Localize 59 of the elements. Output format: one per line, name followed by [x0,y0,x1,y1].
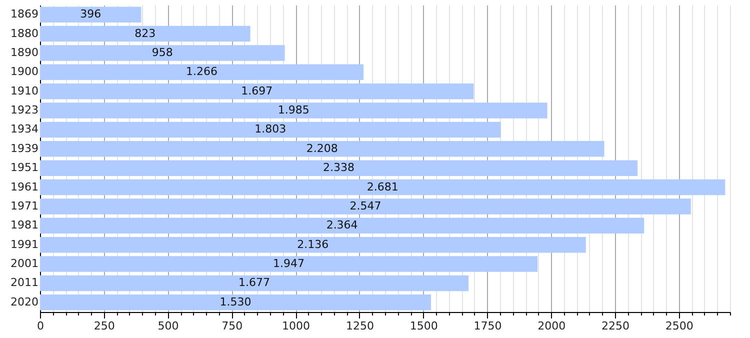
bar [40,198,691,214]
y-tick-label: 1934 [10,122,38,136]
data-label: 1.266 [186,65,218,78]
y-tick-label: 1890 [10,46,38,59]
data-label: 2.136 [297,238,329,251]
data-label: 1.697 [241,84,273,98]
y-tick-label: 1880 [10,26,38,40]
x-tick-label: 1750 [474,320,502,332]
x-tick-label: 250 [94,320,115,332]
bar [40,45,285,61]
bar [40,6,142,22]
y-tick-label: 1951 [10,161,38,174]
y-tick-label: 1991 [10,238,38,251]
data-label: 396 [80,8,102,21]
y-tick-label: 1869 [10,8,38,21]
bar [40,160,638,176]
bar [40,256,538,272]
y-tick-label: 2001 [10,257,38,270]
data-label: 958 [152,46,173,59]
bar [40,122,501,138]
y-tick-label: 2020 [10,295,38,308]
bar [40,218,644,234]
y-tick-label: 1961 [10,180,38,194]
bar [40,83,474,100]
x-tick-label: 2000 [538,320,566,332]
x-tick-label: 750 [222,320,243,332]
data-label: 2.208 [306,142,338,155]
data-label: 823 [134,26,156,40]
bar [40,179,726,196]
data-label: 1.530 [220,295,252,308]
bar [40,26,250,42]
bar [40,141,604,157]
x-tick-label: 1000 [282,320,310,332]
data-label: 2.681 [366,180,398,194]
y-tick-label: 1981 [10,218,38,232]
data-label: 1.985 [278,104,310,117]
x-tick-label: 2500 [665,320,694,332]
y-tick-label: 1900 [10,65,38,78]
y-tick-label: 1923 [10,104,38,117]
data-label: 2.547 [350,199,382,212]
bar [40,236,586,253]
data-label: 1.803 [254,122,286,136]
x-tick-label: 500 [158,320,179,332]
bar [40,294,431,310]
y-tick-label: 1910 [10,84,38,98]
x-tick-label: 1500 [410,320,438,332]
data-label: 2.338 [322,161,354,174]
data-label: 2.364 [326,218,358,232]
data-label: 1.947 [273,257,305,270]
bar [40,64,364,80]
bar [40,275,469,292]
x-tick-label: 0 [37,320,44,332]
x-tick-label: 1250 [346,320,374,332]
data-label: 1.677 [238,276,270,290]
y-tick-label: 2011 [10,276,38,290]
x-tick-label: 2250 [602,320,630,332]
y-tick-label: 1939 [10,142,38,155]
y-tick-label: 1971 [10,199,38,212]
bar [40,102,548,118]
